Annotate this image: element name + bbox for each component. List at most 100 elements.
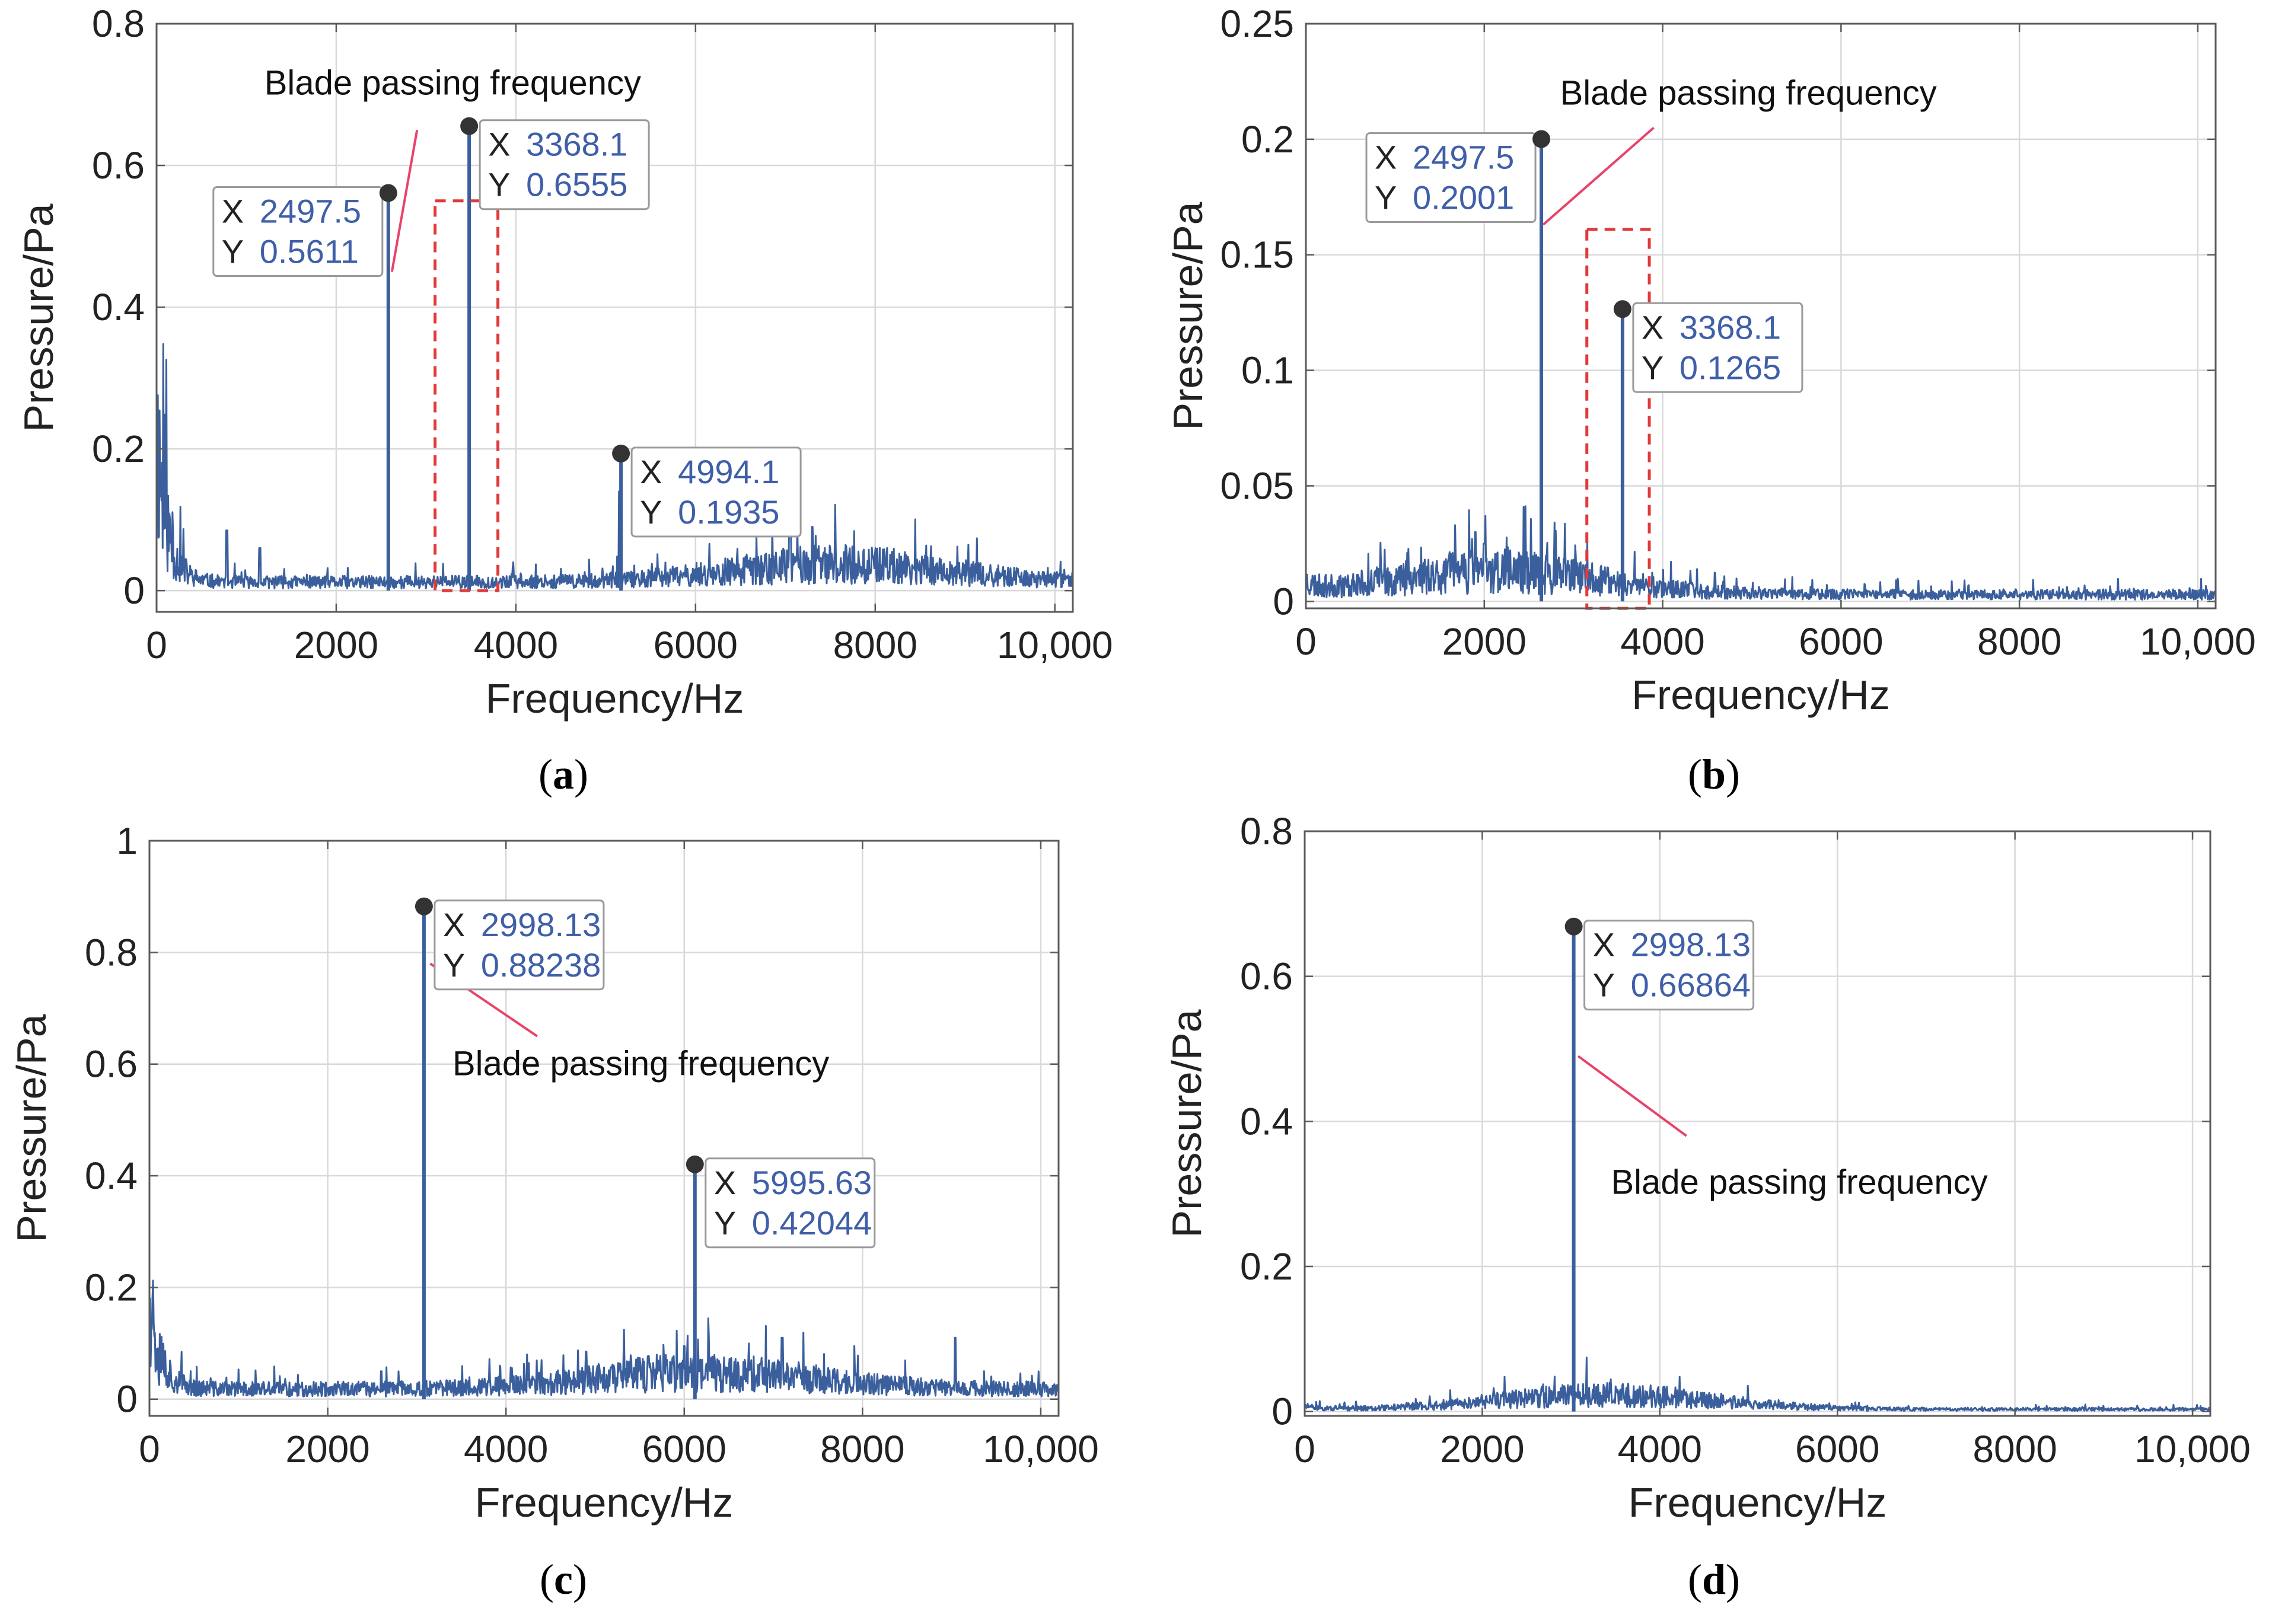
peak-marker-1 [1532,130,1551,148]
y-tick-label: 0.05 [1220,464,1294,507]
y-tick-label: 0.4 [92,286,145,328]
y-tick-label: 0.8 [92,2,145,45]
x-axis-label: Frequency/Hz [486,675,744,722]
x-tick-label: 2000 [285,1428,369,1470]
x-tick-label: 0 [146,624,167,666]
y-tick-label: 0 [1273,580,1294,623]
datatip-y-key: Y [714,1204,736,1242]
x-tick-label: 8000 [1972,1428,2057,1470]
spectrum-line [1304,1357,2211,1412]
x-tick-label: 0 [1295,620,1317,663]
y-axis-label: Pressure/Pa [15,203,62,432]
datatip-y-value: 0.6555 [526,166,627,203]
datatip-y-key: Y [1593,966,1615,1004]
panel-label-c: (c) [540,1556,587,1603]
y-tick-label: 0.2 [92,427,145,470]
x-tick-label: 8000 [1977,620,2061,663]
plot-frame [1304,830,2211,1417]
datatip-2: X 3368.1 Y 0.6555 [479,119,650,210]
datatip-1: X 2998.13 Y 0.66864 [1583,920,1755,1011]
y-tick-label: 0.15 [1220,234,1294,276]
datatip-box [705,1157,876,1249]
datatip-x-key: X [714,1164,736,1201]
datatip-y-key: Y [488,166,510,203]
panel-b: (b) 0 2000 4000 6000 8000 10,000 0 0.05 0.1 0.15 0… [1165,2,2256,798]
datatip-x-key: X [443,906,465,943]
datatip-2: X 3368.1 Y 0.1265 [1632,302,1803,393]
y-axis-label: Pressure/Pa [8,1014,55,1242]
datatip-x-value: 2497.5 [260,193,361,230]
datatip-1: X 2497.5 Y 0.5611 [212,186,384,277]
datatip-box [212,186,384,277]
datatip-x-value: 2998.13 [1631,926,1751,963]
datatip-x-key: X [222,193,244,230]
datatip-y-value: 0.5611 [260,233,359,270]
datatip-y-value: 0.2001 [1413,178,1514,216]
x-tick-label: 6000 [642,1428,726,1470]
y-axis-label: Pressure/Pa [1165,202,1211,430]
annotation-blade-passing-frequency: Blade passing frequency [264,64,641,103]
y-tick-label: 0.2 [1241,118,1294,161]
y-tick-label: 0 [123,569,145,612]
y-tick-label: 0.25 [1220,2,1294,45]
datatip-y-value: 0.1935 [678,493,779,531]
datatip-x-key: X [488,126,510,163]
x-tick-label: 4000 [1620,620,1704,663]
x-tick-label: 8000 [820,1428,904,1470]
peak-marker-3 [612,444,630,462]
peak-marker-1 [379,184,397,202]
x-tick-label: 8000 [833,624,917,666]
datatip-1: X 2497.5 Y 0.2001 [1365,132,1537,223]
peak-marker-2 [686,1155,704,1173]
datatip-box [630,446,802,538]
y-tick-label: 0.6 [85,1043,138,1086]
annotation-blade-passing-frequency: Blade passing frequency [1611,1163,1987,1202]
peak-marker-2 [1613,300,1631,318]
x-tick-label: 0 [139,1428,160,1470]
y-tick-label: 0.2 [85,1266,138,1309]
datatip-y-value: 0.66864 [1631,966,1751,1004]
panel-c: (c) 0 2000 4000 6000 8000 10,000 0 0.2 0.4 0.6 0.8… [8,819,1099,1603]
panel-label-d: (d) [1688,1556,1740,1603]
x-tick-label: 10,000 [2134,1428,2251,1470]
datatip-2: X 5995.63 Y 0.42044 [705,1157,876,1249]
datatip-box [1365,132,1537,223]
datatip-y-value: 0.42044 [752,1204,872,1242]
x-tick-label: 4000 [464,1428,548,1470]
datatip-x-key: X [1375,138,1397,176]
datatip-x-value: 5995.63 [752,1164,872,1201]
plot-frame [148,840,1060,1417]
x-tick-label: 10,000 [2140,620,2256,663]
annotation-leader-line [1542,126,1655,226]
datatip-x-value: 3368.1 [526,126,627,163]
x-tick-label: 4000 [1618,1428,1702,1470]
panel-label-b: (b) [1688,751,1740,798]
x-tick-label: 10,000 [983,1428,1099,1470]
y-tick-label: 0.8 [1240,810,1293,853]
datatip-box [434,899,605,991]
highlight-region [434,199,500,592]
y-tick-label: 0 [116,1378,138,1421]
datatip-x-value: 3368.1 [1680,308,1781,346]
peak-marker-1 [415,897,433,915]
x-axis-label: Frequency/Hz [475,1479,734,1526]
y-tick-label: 0.6 [92,144,145,187]
y-tick-label: 0.2 [1240,1245,1293,1288]
y-tick-label: 0.4 [1240,1100,1293,1143]
panel-label-a: (a) [538,751,588,798]
datatip-x-key: X [1642,308,1663,346]
spectrum-line [155,343,1074,589]
y-tick-label: 0.8 [85,931,138,974]
datatip-box [1583,920,1755,1011]
annotation-blade-passing-frequency: Blade passing frequency [1560,74,1937,112]
y-tick-label: 0.4 [85,1154,138,1197]
datatip-x-value: 2998.13 [481,906,601,943]
x-tick-label: 0 [1294,1428,1315,1470]
panel-d: (d) 0 2000 4000 6000 8000 10,000 0 0.2 0.4 0.6 0.8… [1164,810,2251,1603]
annotation-leader-line [390,129,419,272]
y-tick-label: 0 [1271,1390,1293,1433]
spectrum-line [148,1280,1060,1398]
panel-a: (a) 0 2000 4000 6000 8000 10,000 0 0.2 0.4 0.6 0.8… [15,2,1113,798]
x-tick-label: 2000 [1440,1428,1524,1470]
x-tick-label: 6000 [654,624,738,666]
